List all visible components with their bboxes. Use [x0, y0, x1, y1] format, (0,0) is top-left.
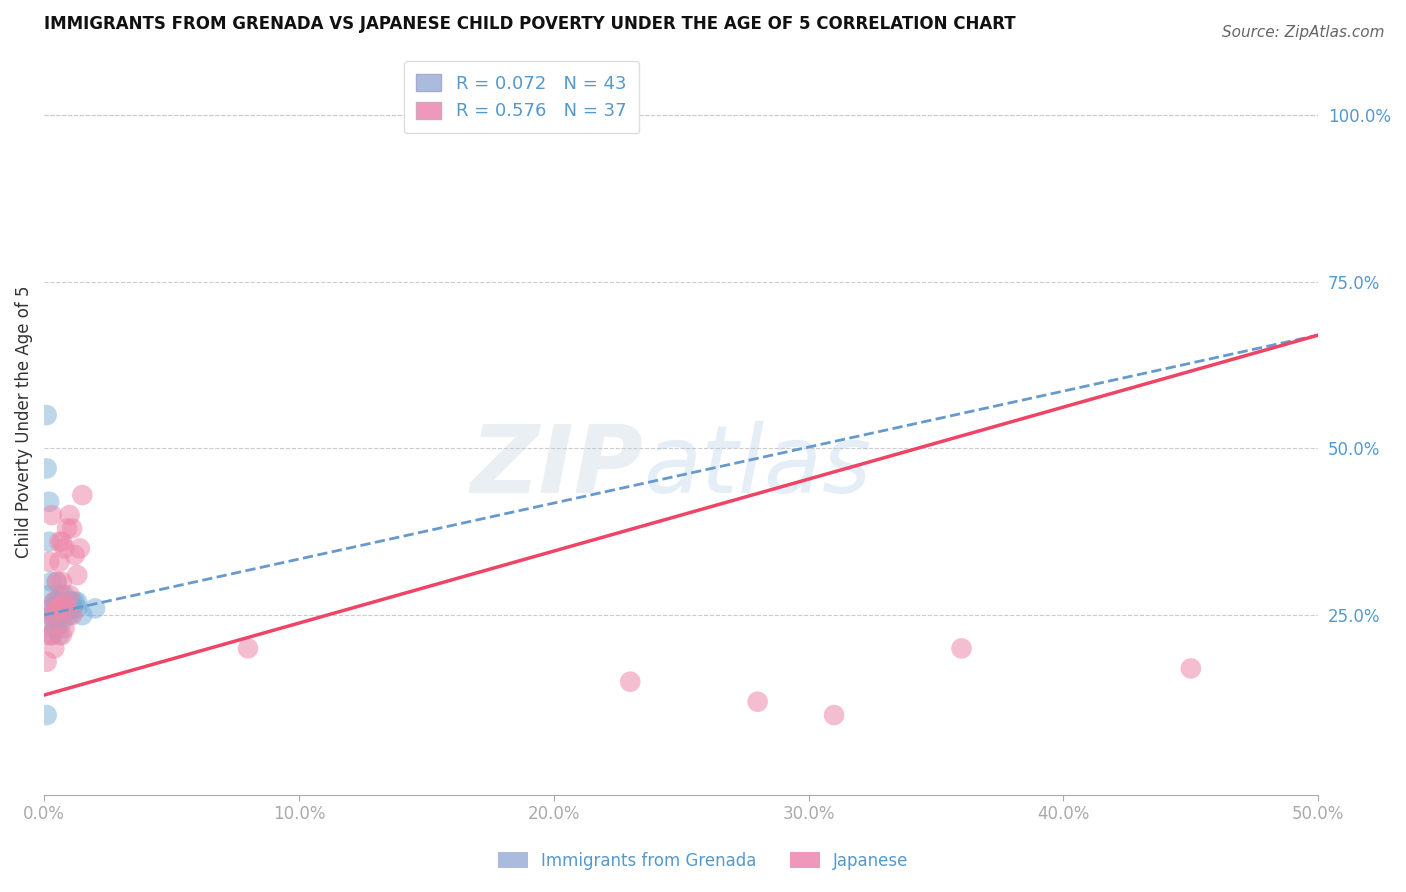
Point [58, 595, 80, 609]
Point [44, 621, 66, 635]
Point [45, 608, 67, 623]
Point [41, 601, 63, 615]
Point [53, 601, 76, 615]
Point [66, 601, 89, 615]
Point [56, 601, 79, 615]
Point [48, 601, 70, 615]
Point [38, 555, 60, 569]
Point [84, 601, 107, 615]
Point [45, 621, 67, 635]
Point [45, 601, 67, 615]
Point [38, 534, 60, 549]
Text: atlas: atlas [643, 421, 872, 512]
Point [51, 588, 73, 602]
Point [35, 655, 58, 669]
Point [51, 601, 73, 615]
Point [619, 674, 641, 689]
Point [58, 601, 80, 615]
Point [44, 595, 66, 609]
Point [236, 641, 259, 656]
Point [60, 521, 83, 535]
Point [66, 595, 89, 609]
Point [72, 488, 94, 502]
Point [63, 595, 86, 609]
Point [51, 595, 73, 609]
Text: ZIP: ZIP [470, 420, 643, 513]
Point [48, 628, 70, 642]
Point [63, 548, 86, 562]
Point [44, 615, 66, 629]
Point [38, 494, 60, 508]
Point [58, 588, 80, 602]
Point [53, 588, 76, 602]
Point [41, 574, 63, 589]
Point [38, 588, 60, 602]
Point [44, 608, 66, 623]
Point [38, 608, 60, 623]
Point [45, 574, 67, 589]
Point [44, 608, 66, 623]
Point [48, 595, 70, 609]
Point [44, 641, 66, 656]
Point [1180, 661, 1202, 675]
Point [53, 541, 76, 556]
Text: IMMIGRANTS FROM GRENADA VS JAPANESE CHILD POVERTY UNDER THE AGE OF 5 CORRELATION: IMMIGRANTS FROM GRENADA VS JAPANESE CHIL… [44, 15, 1015, 33]
Legend: Immigrants from Grenada, Japanese: Immigrants from Grenada, Japanese [491, 846, 915, 877]
Point [41, 628, 63, 642]
Point [41, 608, 63, 623]
Point [51, 608, 73, 623]
Y-axis label: Child Poverty Under the Age of 5: Child Poverty Under the Age of 5 [15, 285, 32, 558]
Point [56, 521, 79, 535]
Point [69, 541, 91, 556]
Point [48, 608, 70, 623]
Text: Source: ZipAtlas.com: Source: ZipAtlas.com [1222, 25, 1385, 40]
Point [53, 621, 76, 635]
Point [35, 408, 58, 422]
Point [823, 708, 845, 723]
Point [35, 628, 58, 642]
Point [58, 608, 80, 623]
Point [35, 708, 58, 723]
Point [48, 534, 70, 549]
Point [53, 595, 76, 609]
Point [51, 615, 73, 629]
Point [747, 695, 769, 709]
Point [48, 555, 70, 569]
Point [51, 574, 73, 589]
Point [950, 641, 973, 656]
Point [44, 595, 66, 609]
Point [60, 601, 83, 615]
Point [45, 574, 67, 589]
Point [51, 534, 73, 549]
Point [48, 615, 70, 629]
Legend: R = 0.072   N = 43, R = 0.576   N = 37: R = 0.072 N = 43, R = 0.576 N = 37 [404, 62, 640, 133]
Point [35, 461, 58, 475]
Point [45, 601, 67, 615]
Point [41, 628, 63, 642]
Point [51, 628, 73, 642]
Point [66, 568, 89, 582]
Point [41, 508, 63, 522]
Point [45, 595, 67, 609]
Point [60, 595, 83, 609]
Point [56, 608, 79, 623]
Point [72, 608, 94, 623]
Point [58, 508, 80, 522]
Point [56, 601, 79, 615]
Point [56, 595, 79, 609]
Point [60, 608, 83, 623]
